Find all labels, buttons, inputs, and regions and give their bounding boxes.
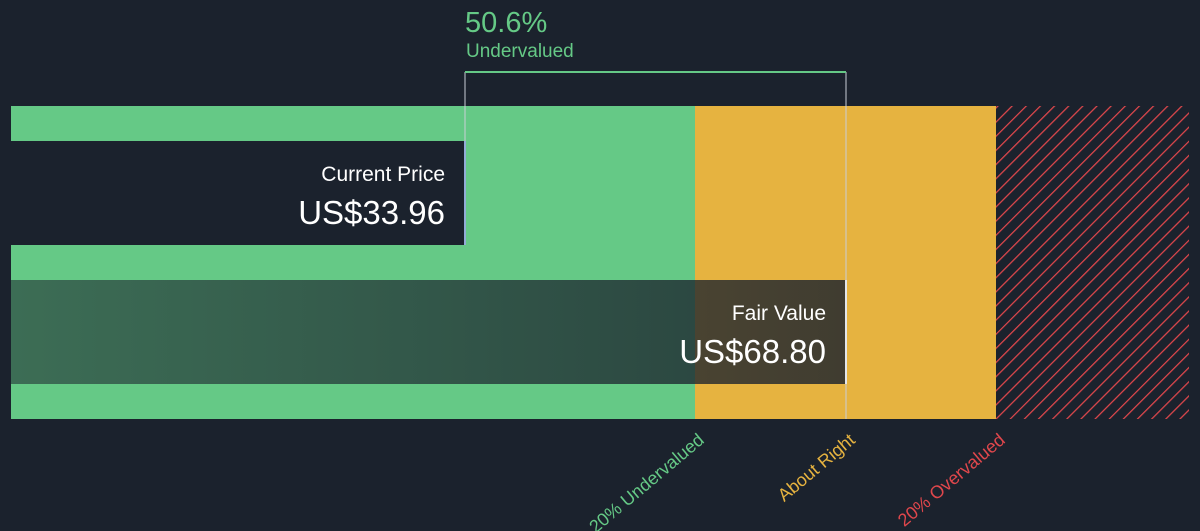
discount-label: Undervalued [466,41,574,62]
fair-value-value: US$68.80 [679,333,826,370]
fair-value-label: Fair Value [732,302,826,325]
current-price-value: US$33.96 [298,194,445,231]
fair-value-bar [11,280,846,384]
current-price-bar [11,141,465,245]
current-price-label: Current Price [321,163,445,186]
discount-value: 50.6% [465,7,547,39]
overvalued-zone [996,106,1189,419]
